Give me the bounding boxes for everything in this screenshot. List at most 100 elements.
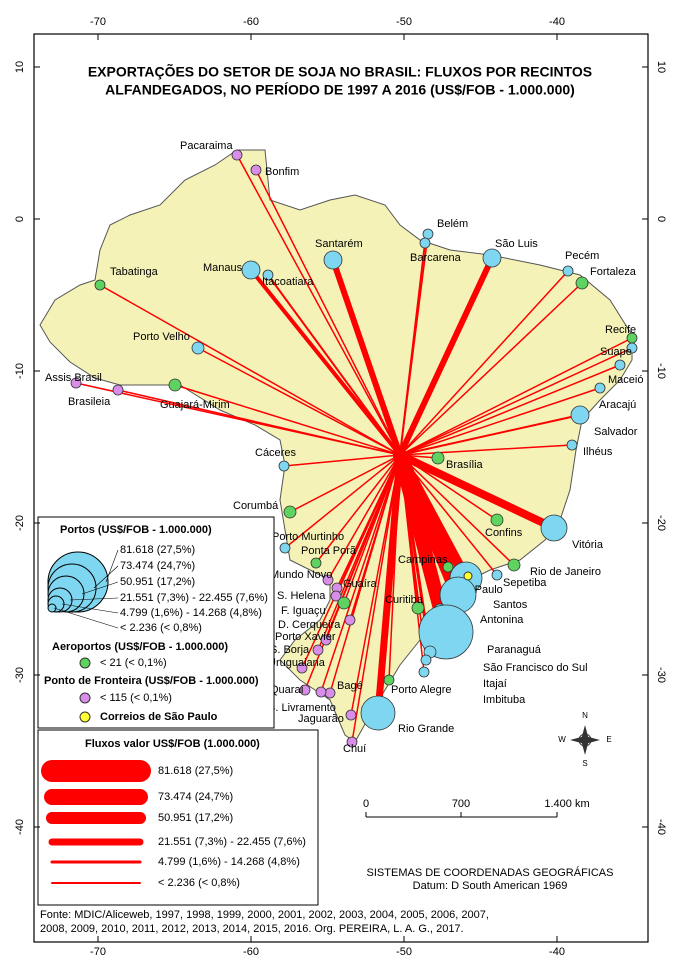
place-point [411, 601, 425, 615]
lat-tick-label: -20 [655, 515, 667, 531]
place-label: F. Iguaçu [281, 605, 326, 617]
place-label: Bagé [337, 680, 363, 692]
legend-title: Portos (US$/FOB - 1.000.000) [60, 524, 212, 536]
flow [399, 454, 515, 566]
place-point [482, 248, 502, 268]
place-point [283, 505, 297, 519]
place-point [322, 574, 334, 586]
place-point [575, 276, 589, 290]
place-label: Uruguaiana [268, 657, 326, 669]
legend-symbol [79, 692, 91, 704]
title-line: ALFANDEGADOS, NO PERÍODO DE 1997 A 2016 … [105, 82, 575, 98]
place-point [419, 237, 431, 249]
place-label: Pacaraima [180, 140, 233, 152]
flow [315, 454, 401, 564]
legend-leader [61, 603, 119, 614]
place-label: Quaraí [270, 684, 304, 696]
place-point [241, 260, 261, 280]
place-label: Santarém [315, 238, 363, 250]
place-point [231, 149, 243, 161]
flow [284, 454, 401, 549]
place-label: Vitória [572, 539, 604, 551]
place-label: Cáceres [255, 447, 296, 459]
legend-item: 73.474 (24,7%) [120, 560, 195, 572]
legend-item: < 2.236 (< 0,8%) [158, 877, 240, 889]
place-label: Brasília [446, 459, 484, 471]
place-label: Porto Alegre [391, 684, 452, 696]
place-label: Antonina [480, 614, 524, 626]
lon-tick-label: -40 [549, 16, 565, 28]
place-point [250, 164, 262, 176]
legend-leader [81, 581, 119, 595]
flow [329, 454, 401, 694]
place-label: Suape [600, 346, 632, 358]
place-label: Assis Brasil [45, 372, 102, 384]
lat-tick-label: 10 [14, 61, 26, 73]
crs-text: SISTEMAS DE COORDENADAS GEOGRÁFICAS [367, 866, 614, 879]
flow [330, 257, 403, 458]
lon-tick-label: -40 [549, 946, 565, 958]
place-label: Itacoatiara [262, 276, 314, 288]
place-label: Bonfim [265, 166, 299, 178]
lat-tick-label: -40 [655, 819, 667, 835]
flow [399, 282, 583, 456]
legend-item: 4.799 (1,6%) - 14.268 (4,8%) [158, 856, 300, 868]
place-point [360, 695, 396, 731]
lat-tick-label: 10 [655, 61, 667, 73]
flow [399, 347, 633, 456]
place-point [490, 513, 504, 527]
place-label: D. Cerqueira [278, 619, 341, 631]
place-point [540, 514, 568, 542]
brazil-outline [39, 149, 633, 743]
lat-tick-label: -10 [655, 363, 667, 379]
place-point [70, 377, 82, 389]
place-label: Santos [493, 599, 528, 611]
legend-item: 81.618 (27,5%) [158, 765, 233, 777]
place-label: São Francisco do Sul [483, 662, 588, 674]
place-point [299, 684, 311, 696]
place-point [324, 687, 336, 699]
place-point [312, 644, 324, 656]
place-point [344, 614, 356, 626]
legend-title: Ponto de Fronteira (US$/FOB - 1.000.000) [44, 675, 259, 687]
place-point [566, 439, 578, 451]
place-point [345, 709, 357, 721]
place-point [594, 382, 606, 394]
place-label: S. Borja [270, 644, 310, 656]
place-label: Confins [485, 527, 523, 539]
title-line: EXPORTAÇÕES DO SETOR DE SOJA NO BRASIL: … [88, 63, 592, 80]
flow [283, 454, 401, 467]
scale-label: 0 [363, 798, 369, 810]
legend-symbol [47, 603, 57, 613]
lat-tick-label: -10 [14, 363, 26, 379]
place-label: Paranaguá [487, 644, 542, 656]
place-label: Rio de Janeiro [530, 566, 601, 578]
place-label: Porto Murtinho [272, 531, 344, 543]
place-label: Brasileia [68, 396, 111, 408]
flow [327, 454, 401, 581]
legend-item: < 21 (< 0,1%) [100, 657, 167, 669]
flow [174, 384, 401, 456]
flow [320, 454, 401, 693]
legend-leader [69, 597, 119, 601]
flow [117, 389, 401, 456]
lon-tick-label: -60 [243, 16, 259, 28]
place-label: Jaguarão [298, 713, 344, 725]
place-point [491, 569, 503, 581]
place-point [320, 634, 332, 646]
legend-symbol [79, 657, 91, 669]
place-point [418, 666, 430, 678]
place-label: Recife [605, 324, 636, 336]
flow [399, 364, 621, 456]
lon-tick-label: -70 [90, 946, 106, 958]
place-point [442, 561, 454, 573]
legend-leader [93, 565, 119, 589]
flow [267, 274, 401, 456]
place-point [296, 662, 308, 674]
lon-tick-label: -50 [396, 16, 412, 28]
lat-tick-label: 0 [655, 216, 667, 222]
flow [399, 270, 569, 456]
flow [396, 451, 558, 532]
lon-tick-label: -50 [396, 946, 412, 958]
place-point [279, 542, 291, 554]
